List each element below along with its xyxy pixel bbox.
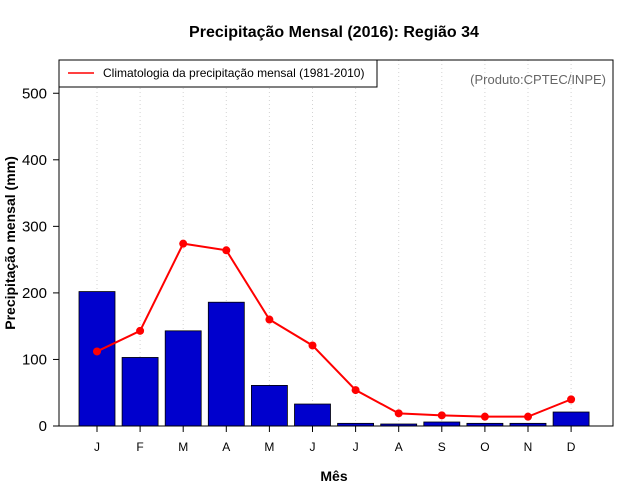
climatology-series bbox=[93, 239, 576, 421]
source-annotation: (Produto:CPTEC/INPE) bbox=[470, 72, 606, 87]
climatology-line bbox=[96, 242, 572, 418]
legend: Climatologia da precipitação mensal (198… bbox=[58, 59, 378, 88]
climatology-point-9 bbox=[437, 411, 446, 420]
climatology-point-8 bbox=[394, 409, 403, 418]
y-tick-label: 100 bbox=[22, 351, 47, 368]
x-tick-label: M bbox=[178, 440, 188, 454]
y-tick-label: 300 bbox=[22, 218, 47, 235]
climatology-point-10 bbox=[480, 412, 489, 421]
y-tick-label: 500 bbox=[22, 85, 47, 102]
x-tick-label: O bbox=[480, 440, 489, 454]
x-axis-label: Mês bbox=[320, 468, 347, 484]
y-axis: 0 100 200 300 400 500 bbox=[22, 85, 59, 435]
bar-6 bbox=[294, 403, 331, 427]
bar-1 bbox=[78, 291, 116, 427]
climatology-point-5 bbox=[265, 315, 274, 324]
chart-title: Precipitação Mensal (2016): Região 34 bbox=[189, 24, 479, 41]
legend-box bbox=[58, 59, 378, 88]
climatology-point-12 bbox=[567, 395, 576, 404]
bar-3 bbox=[164, 330, 202, 427]
climatology-point-1 bbox=[93, 347, 101, 356]
y-tick-label: 400 bbox=[22, 152, 47, 169]
climatology-point-4 bbox=[222, 246, 231, 255]
bar-9 bbox=[423, 421, 461, 427]
y-tick-label: 0 bbox=[39, 418, 47, 435]
bar-12 bbox=[552, 411, 590, 427]
bar-4 bbox=[207, 301, 245, 427]
climatology-point-7 bbox=[351, 386, 360, 395]
x-tick-label: J bbox=[353, 440, 359, 454]
climatology-point-3 bbox=[179, 239, 188, 248]
x-tick-label: J bbox=[310, 440, 316, 454]
x-tick-label: D bbox=[567, 440, 576, 454]
x-tick-label: A bbox=[222, 440, 230, 454]
climatology-point-2 bbox=[136, 326, 145, 335]
y-axis-label: Precipitação mensal (mm) bbox=[2, 156, 18, 330]
x-tick-label: F bbox=[136, 440, 143, 454]
x-tick-label: J bbox=[94, 440, 100, 454]
climatology-point-6 bbox=[308, 341, 317, 350]
bar-5 bbox=[250, 385, 288, 427]
bar-series bbox=[78, 291, 590, 427]
y-tick-label: 200 bbox=[22, 285, 47, 302]
x-tick-label: S bbox=[438, 440, 446, 454]
x-tick-label: A bbox=[395, 440, 403, 454]
legend-label: Climatologia da precipitação mensal (198… bbox=[103, 66, 364, 80]
x-tick-label: N bbox=[524, 440, 533, 454]
x-tick-label: M bbox=[264, 440, 274, 454]
bar-2 bbox=[121, 357, 159, 427]
climatology-point-11 bbox=[524, 412, 532, 421]
